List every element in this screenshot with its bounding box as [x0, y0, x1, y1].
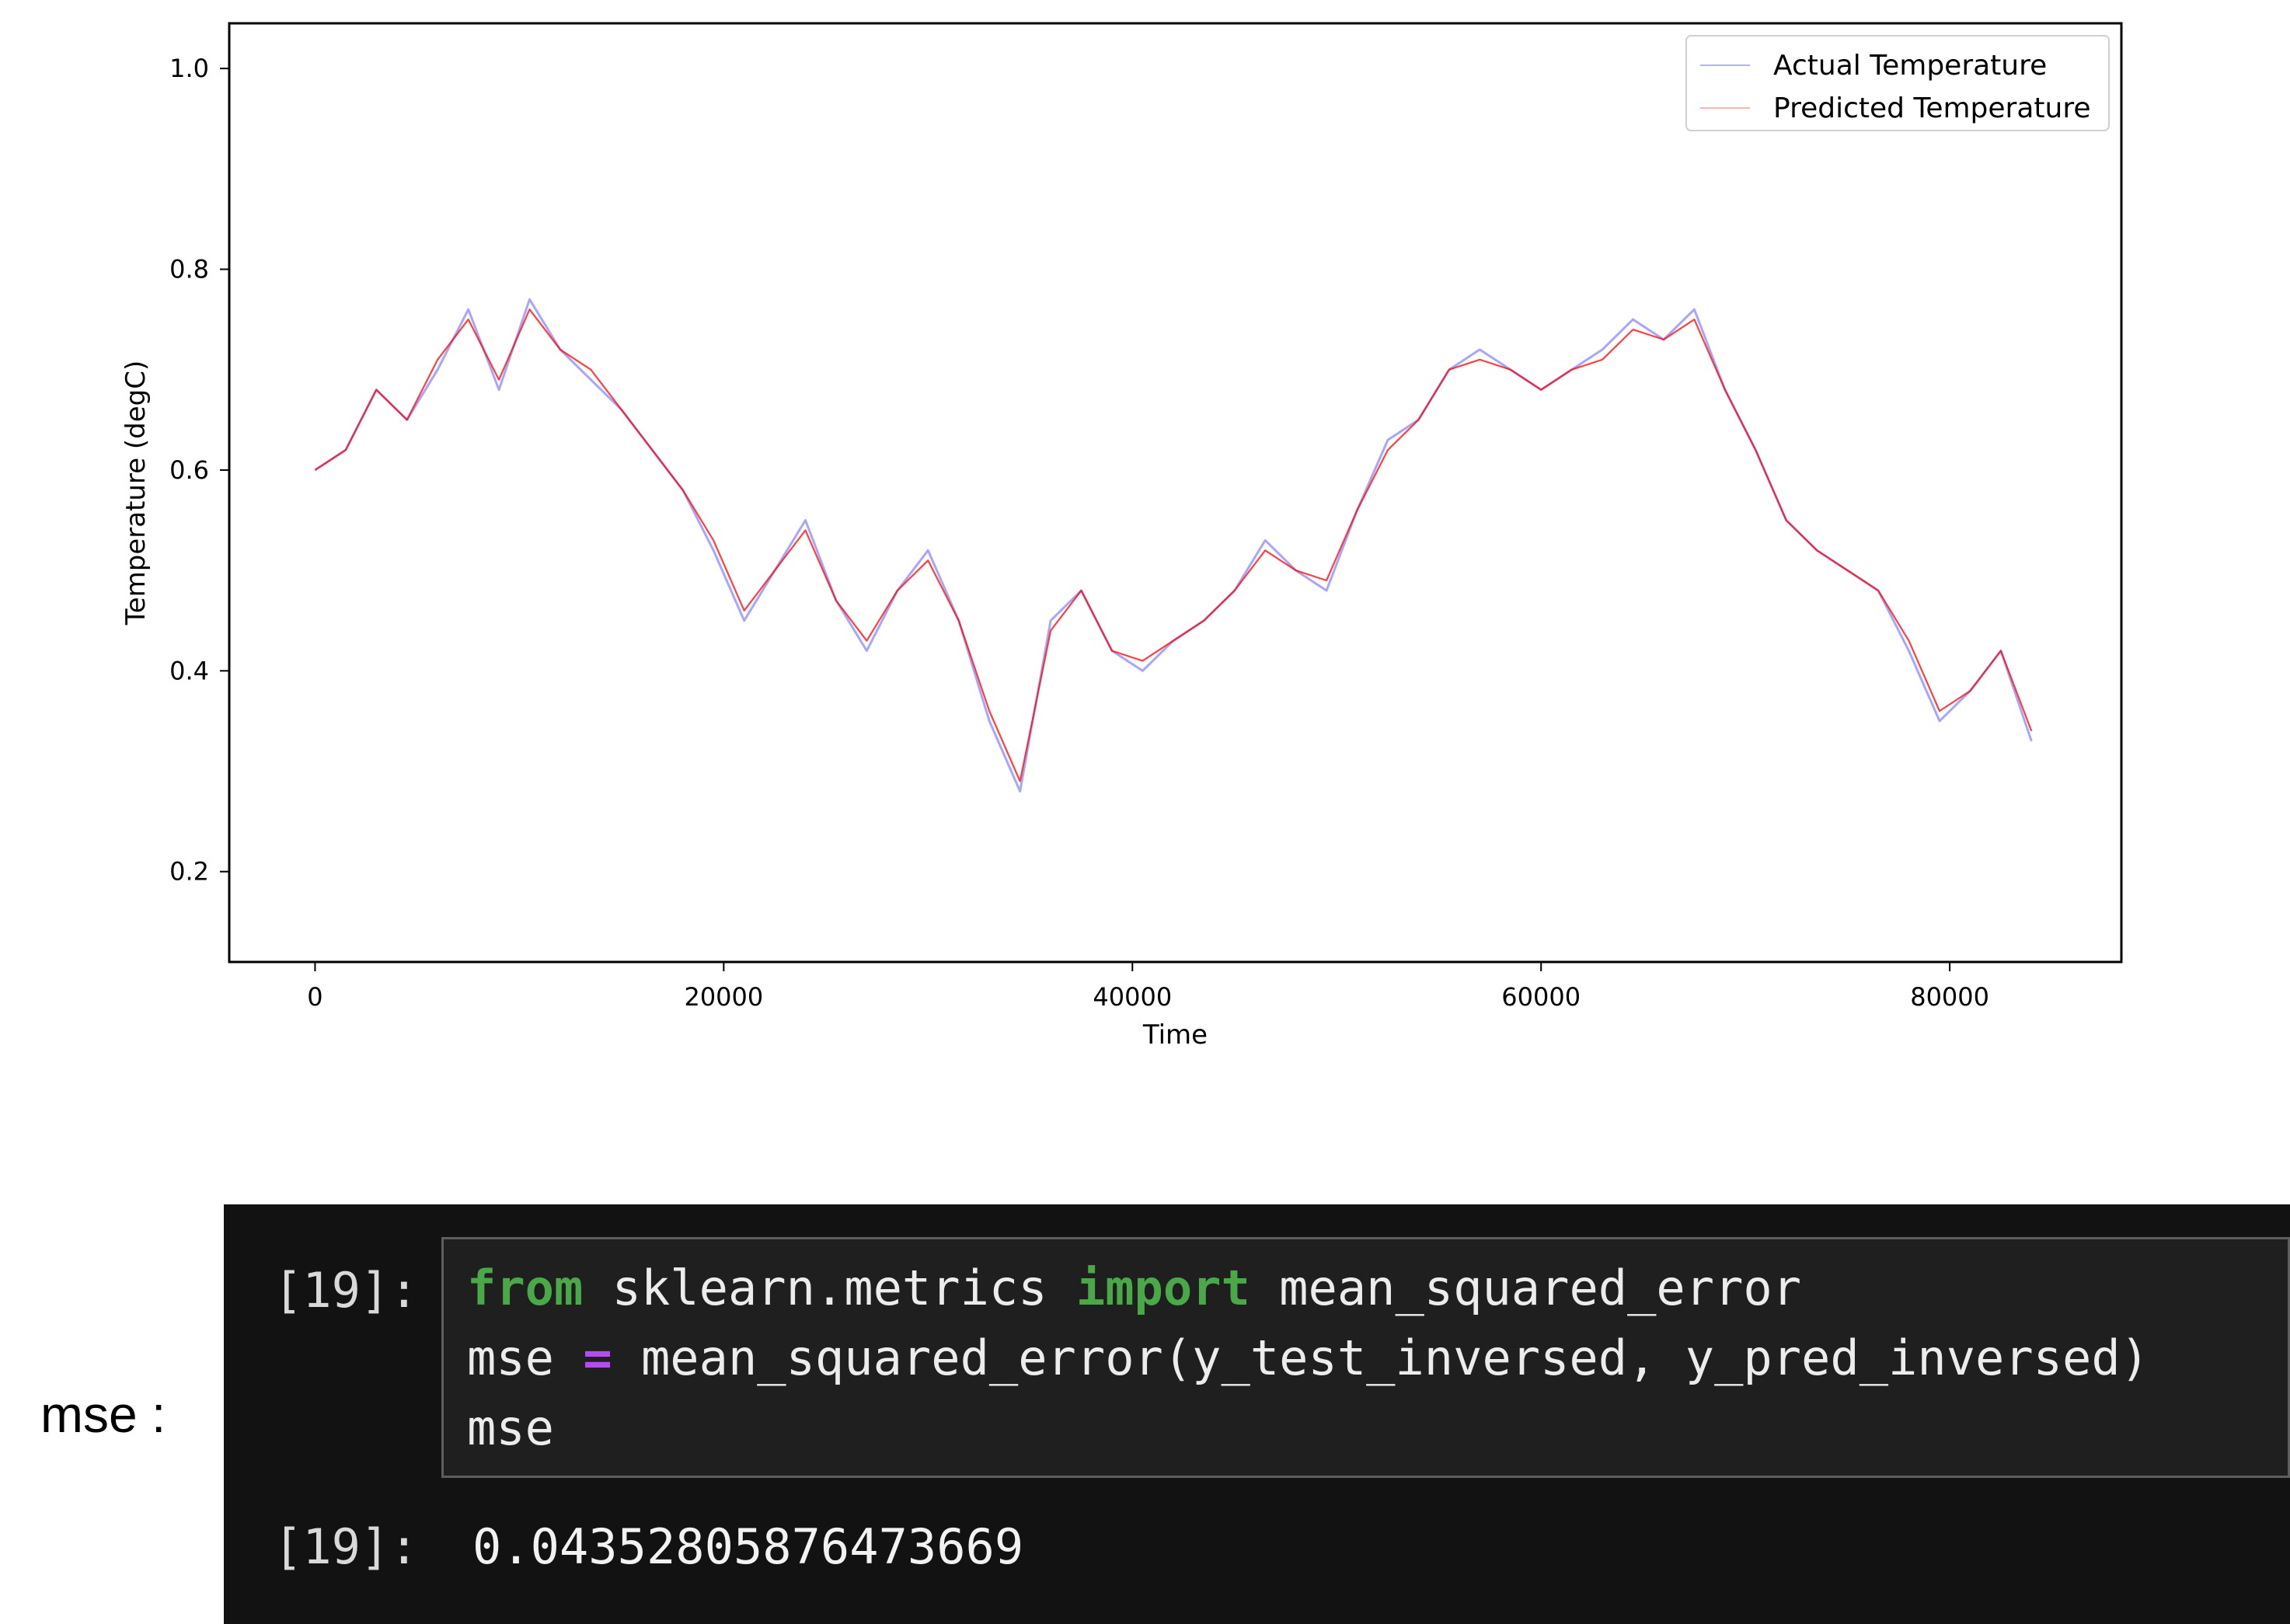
series-line-actual: [314, 298, 2033, 793]
output-prompt: [19]:: [274, 1518, 419, 1575]
keyword-import: import: [1075, 1260, 1250, 1316]
output-value: 0.04352805876473669: [472, 1518, 1024, 1575]
legend-label: Predicted Temperature: [1773, 92, 2090, 124]
x-axis: 0 20000 40000 60000 80000: [307, 962, 1989, 1012]
legend-label: Actual Temperature: [1773, 50, 2047, 82]
assign-lhs: mse: [467, 1330, 584, 1386]
temperature-chart: 0 20000 40000 60000 80000 0.2 0.4 0.6 0.8 1.0 Ti…: [120, 22, 2123, 1051]
x-tick-label: 20000: [684, 982, 763, 1012]
y-tick-label: 0.8: [169, 255, 209, 284]
legend: Actual Temperature Predicted Temperature: [1685, 35, 2110, 131]
assign-rhs: mean_squared_error(y_test_inversed, y_pr…: [612, 1330, 2149, 1386]
plot-frame: [228, 22, 2123, 964]
y-axis: 0.2 0.4 0.6 0.8 1.0: [169, 54, 229, 887]
y-axis-label: Temperature (degC): [120, 361, 152, 626]
x-tick-label: 40000: [1093, 982, 1172, 1012]
notebook-cell-panel: [19]: from sklearn.metrics import mean_s…: [224, 1204, 2290, 1624]
series-layer: [314, 298, 2033, 793]
chart-region: 0 20000 40000 60000 80000 0.2 0.4 0.6 0.8 1.0 Ti…: [120, 22, 2123, 1051]
code-line-expr: mse: [467, 1399, 554, 1456]
y-tick-label: 0.4: [169, 656, 209, 685]
y-tick-label: 0.6: [169, 455, 209, 485]
x-tick-label: 0: [307, 982, 322, 1012]
code-cell-editor[interactable]: from sklearn.metrics import mean_squared…: [441, 1237, 2290, 1478]
mse-annotation-label: mse :: [40, 1385, 166, 1443]
code-line-import: from sklearn.metrics import mean_squared…: [467, 1260, 1801, 1316]
keyword-from: from: [467, 1260, 584, 1316]
code-line-assign: mse = mean_squared_error(y_test_inversed…: [467, 1330, 2149, 1386]
legend-box: [1685, 35, 2110, 131]
x-axis-label: Time: [1142, 1019, 1208, 1051]
y-tick-label: 0.2: [169, 857, 209, 887]
y-tick-label: 1.0: [169, 54, 209, 83]
x-tick-label: 60000: [1501, 982, 1581, 1012]
input-prompt: [19]:: [274, 1262, 419, 1319]
assign-operator: =: [583, 1330, 612, 1386]
imported-name: mean_squared_error: [1250, 1260, 1802, 1316]
module-name: sklearn.metrics: [583, 1260, 1076, 1316]
x-tick-label: 80000: [1910, 982, 1989, 1012]
series-line-predicted: [314, 308, 2033, 782]
